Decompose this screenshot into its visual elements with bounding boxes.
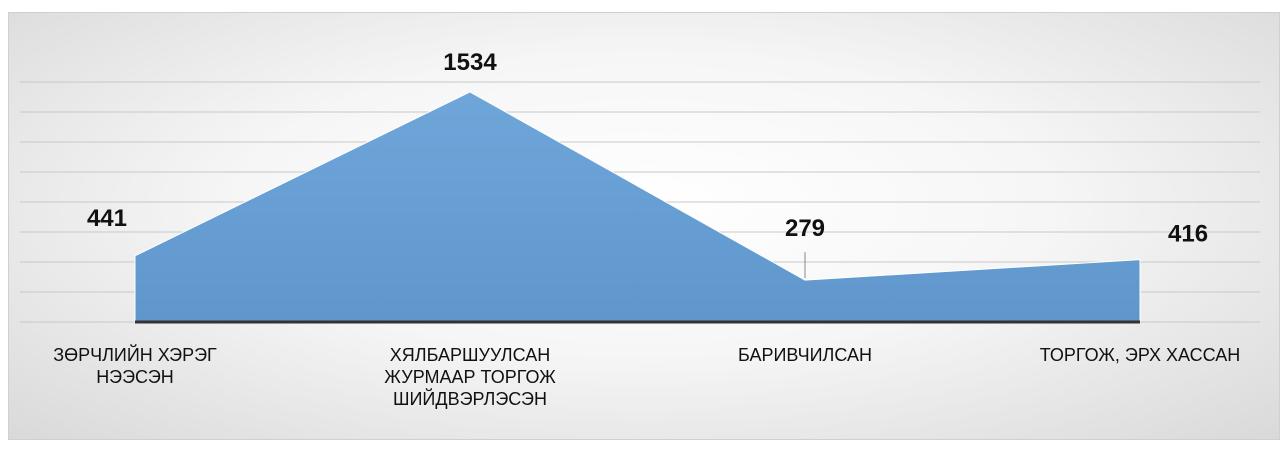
area (134, 91, 1141, 323)
x-tick-label: ТОРГОЖ, ЭРХ ХАССАН (1039, 345, 1241, 365)
x-tick-label: БАРИВЧИЛСАН (738, 345, 872, 365)
x-tick-label: ЗӨРЧЛИЙН ХЭРЭГ НЭЭСЭН (53, 345, 217, 387)
x-tick-label: ХЯЛБАРШУУЛСАН ЖУРМААР ТОРГОЖ ШИЙДВЭРЛЭСЭ… (384, 345, 556, 409)
data-label: 1534 (443, 49, 497, 76)
data-label: 416 (1168, 221, 1208, 248)
data-label: 441 (87, 205, 127, 232)
data-label: 279 (785, 215, 825, 242)
